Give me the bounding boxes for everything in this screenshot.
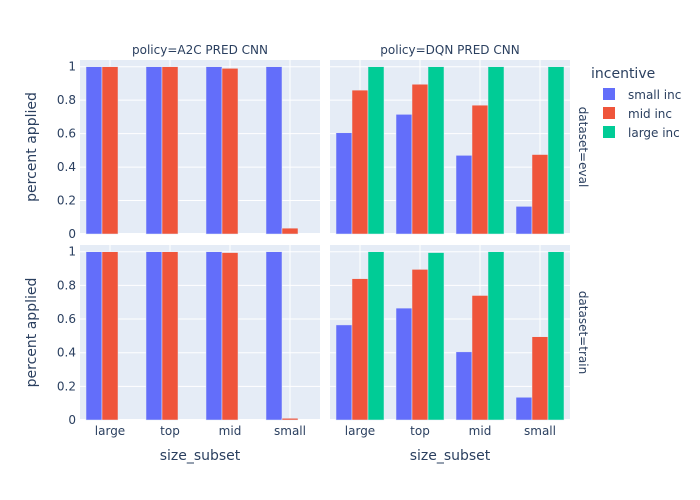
legend: incentive small inc mid inc large inc [591, 66, 681, 140]
bar-large-inc-large [367, 66, 385, 235]
bar-mid-inc-large [351, 278, 369, 421]
bar-large-inc-small [547, 66, 565, 235]
bar-mid-inc-large [101, 66, 119, 235]
y-tick-label: 0.8 [57, 93, 76, 107]
bar-large-inc-mid [487, 66, 505, 235]
labels-layer: policy=A2C PRED CNN policy=DQN PRED CNN da… [24, 43, 590, 464]
legend-entry: large inc [628, 126, 680, 140]
bar-mid-inc-small [531, 336, 549, 421]
x-tick-label: top [410, 424, 430, 438]
legend-title: incentive [591, 66, 655, 82]
bar-small-inc-large [335, 324, 353, 421]
bar-mid-inc-mid [471, 295, 489, 421]
bar-small-inc-large [85, 251, 103, 421]
y-tick-label: 1 [68, 60, 76, 74]
bar-mid-inc-mid [221, 68, 239, 235]
bar-mid-inc-mid [221, 252, 239, 421]
x-tick-label: large [345, 424, 375, 438]
row-facet-label: dataset=eval [576, 107, 590, 188]
x-tick-label: mid [469, 424, 492, 438]
bar-small-inc-top [395, 307, 413, 421]
bar-small-inc-mid [205, 251, 223, 421]
bar-small-inc-small [515, 397, 533, 421]
bar-small-inc-large [335, 132, 353, 235]
bar-mid-inc-top [161, 251, 179, 421]
bar-small-inc-small [515, 206, 533, 235]
bar-mid-inc-small [281, 227, 299, 235]
bar-mid-inc-small [281, 418, 299, 421]
x-tick-label: small [274, 424, 306, 438]
bar-mid-inc-top [411, 269, 429, 421]
y-tick-label: 0 [68, 227, 76, 241]
y-tick-label: 0.6 [57, 127, 76, 141]
bar-mid-inc-top [161, 66, 179, 235]
legend-swatch [603, 88, 615, 100]
legend-swatch [603, 126, 615, 138]
legend-entry: small inc [628, 88, 681, 102]
y-tick-label: 0.2 [57, 194, 76, 208]
bar-small-inc-mid [205, 66, 223, 235]
bar-small-inc-top [395, 114, 413, 235]
bar-small-inc-mid [455, 155, 473, 235]
bar-large-inc-small [547, 251, 565, 421]
bar-small-inc-small [265, 251, 283, 421]
bar-large-inc-large [367, 251, 385, 421]
bar-mid-inc-large [351, 89, 369, 235]
y-tick-label: 0.6 [57, 312, 76, 326]
bar-large-inc-mid [487, 251, 505, 421]
row-facet-label: dataset=train [576, 291, 590, 374]
x-tick-label: top [160, 424, 180, 438]
y-axis-title: percent applied [24, 92, 40, 202]
y-tick-label: 0.2 [57, 379, 76, 393]
y-tick-label: 0.4 [57, 346, 76, 360]
bar-small-inc-top [145, 66, 163, 235]
bar-small-inc-small [265, 66, 283, 235]
bar-mid-inc-large [101, 251, 119, 421]
panel-a2c-eval: 0 0.2 0.4 0.6 0.8 1 [57, 60, 320, 241]
x-tick-label: mid [219, 424, 242, 438]
bar-small-inc-top [145, 251, 163, 421]
y-tick-label: 0 [68, 413, 76, 427]
panel-dqn-train: large top mid small [330, 245, 570, 438]
bar-large-inc-top [427, 252, 445, 421]
bar-mid-inc-small [531, 154, 549, 235]
x-tick-label: small [524, 424, 556, 438]
panels-layer: 0 0.2 0.4 0.6 0.8 1 0 0.2 0.4 0.6 0.8 1 large top mid s… [57, 60, 570, 438]
bar-mid-inc-mid [471, 104, 489, 235]
panel-dqn-eval [330, 60, 570, 235]
bar-small-inc-mid [455, 351, 473, 421]
column-facet-label: policy=DQN PRED CNN [380, 43, 519, 57]
x-axis-title: size_subset [160, 448, 241, 464]
x-axis-title: size_subset [410, 448, 491, 464]
legend-swatch [603, 107, 615, 119]
y-axis-title: percent applied [24, 278, 40, 388]
column-facet-label: policy=A2C PRED CNN [132, 43, 268, 57]
y-tick-label: 0.8 [57, 278, 76, 292]
legend-entry: mid inc [628, 107, 672, 121]
bar-large-inc-top [427, 66, 445, 235]
bar-mid-inc-top [411, 84, 429, 235]
y-tick-label: 1 [68, 245, 76, 259]
y-tick-label: 0.4 [57, 160, 76, 174]
bar-small-inc-large [85, 66, 103, 235]
x-tick-label: large [95, 424, 125, 438]
panel-a2c-train: 0 0.2 0.4 0.6 0.8 1 large top mid small [57, 245, 320, 438]
